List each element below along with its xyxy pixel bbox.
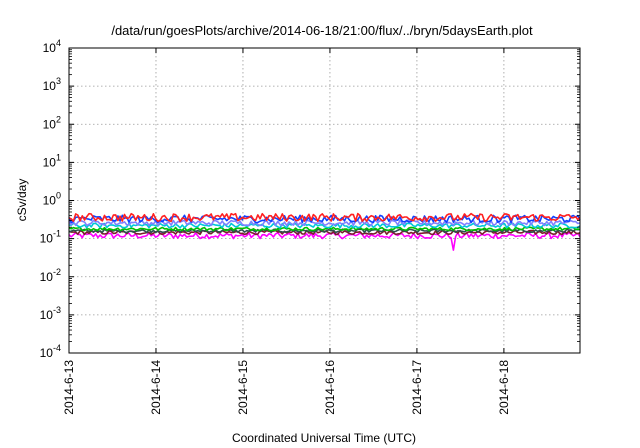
y-tick-label: 102 [43,114,61,131]
x-tick-label: 2014-6-13 [62,360,76,415]
x-tick-label: 2014-6-14 [149,360,163,415]
x-tick-label: 2014-6-16 [323,360,337,415]
y-tick-label: 100 [43,191,61,208]
chart-title: /data/run/goesPlots/archive/2014-06-18/2… [111,23,533,38]
y-tick-label: 10-2 [40,267,61,284]
x-tick-label: 2014-6-18 [497,360,511,415]
y-axis-label: cSv/day [15,179,29,222]
y-tick-label: 10-3 [40,305,61,322]
data-series-3 [68,228,581,234]
data-series-4 [68,226,581,232]
grid [69,48,580,353]
data-series-5 [68,222,581,229]
y-tick-label: 10-1 [40,229,61,246]
y-tick-label: 101 [43,152,61,169]
x-axis-label: Coordinated Universal Time (UTC) [232,431,416,445]
data-series-8 [68,212,581,223]
y-tick-label: 104 [43,38,61,55]
x-tick-label: 2014-6-17 [410,360,424,415]
y-tick-label: 10-4 [40,343,61,360]
data-series-6 [68,219,581,227]
x-tick-label: 2014-6-15 [236,360,250,415]
y-tick-label: 103 [43,76,61,93]
data-series-group [68,212,581,251]
x-axis: 2014-6-13 2014-6-14 2014-6-15 2014-6-16 2014… [62,48,511,415]
data-series-1 [68,231,581,251]
